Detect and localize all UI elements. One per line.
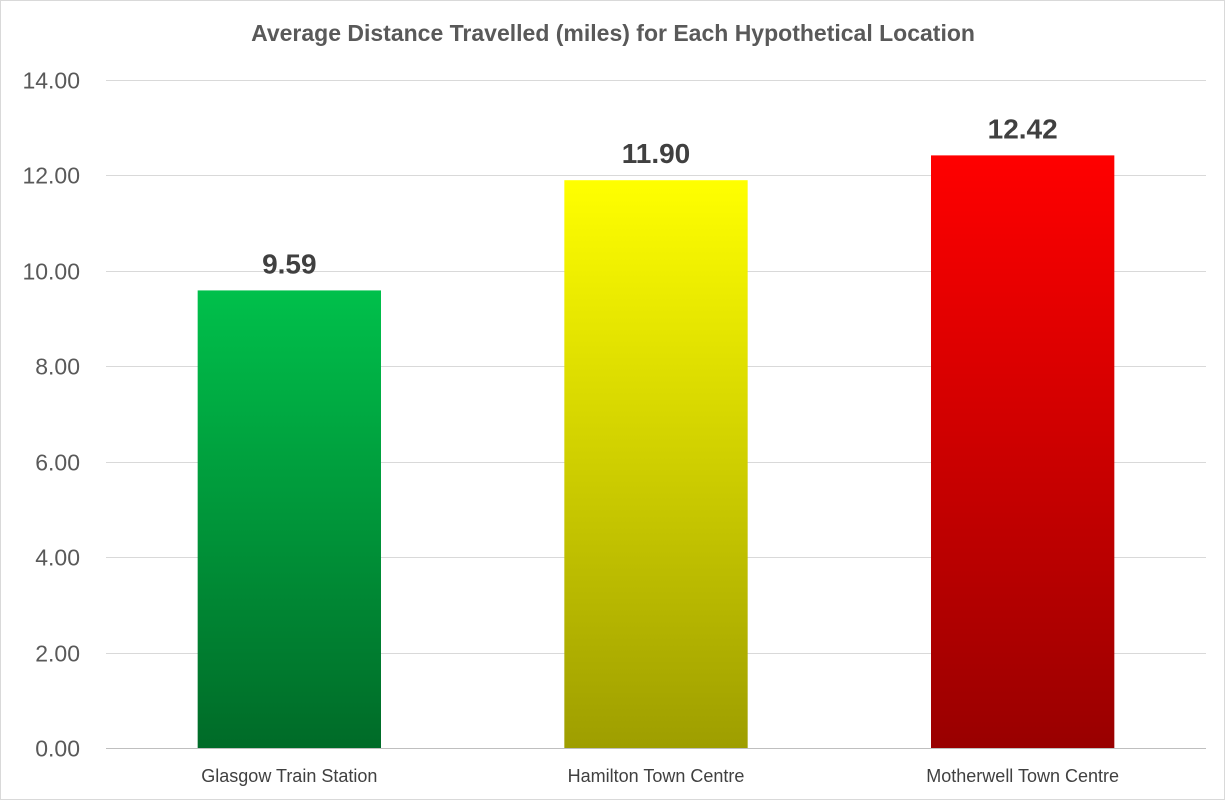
category-label: Hamilton Town Centre [568, 766, 745, 786]
data-labels: 9.59 11.90 12.42 [262, 113, 1058, 279]
data-label: 12.42 [988, 113, 1058, 144]
chart-title: Average Distance Travelled (miles) for E… [251, 20, 975, 46]
bar-0 [197, 290, 381, 748]
y-tick-label: 14.00 [22, 68, 80, 94]
data-label: 11.90 [622, 138, 691, 169]
y-tick-label: 10.00 [22, 259, 80, 285]
category-label: Motherwell Town Centre [926, 766, 1119, 786]
y-tick-label: 4.00 [35, 545, 80, 571]
category-label: Glasgow Train Station [201, 766, 377, 786]
x-axis-categories: Glasgow Train Station Hamilton Town Centr… [201, 766, 1119, 786]
y-tick-label: 6.00 [35, 450, 80, 476]
bar-2 [931, 155, 1115, 749]
bars [197, 155, 1115, 749]
y-tick-label: 0.00 [35, 736, 80, 762]
y-axis-ticks: 0.00 2.00 4.00 6.00 8.00 10.00 12.00 14.00 [22, 68, 80, 762]
data-label: 9.59 [262, 248, 317, 279]
y-tick-label: 12.00 [22, 163, 80, 189]
y-tick-label: 2.00 [35, 641, 80, 667]
bar-1 [564, 180, 748, 748]
y-tick-label: 8.00 [35, 354, 80, 380]
